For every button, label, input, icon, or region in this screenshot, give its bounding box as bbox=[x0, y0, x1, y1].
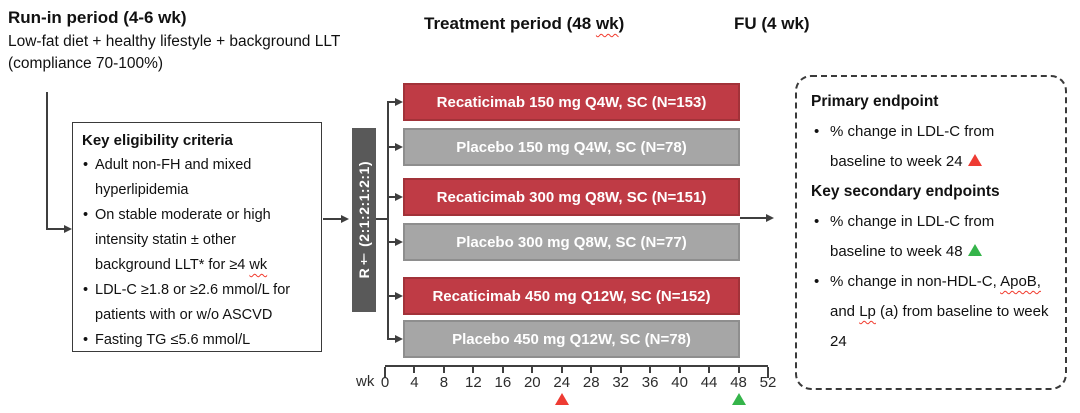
branch-line bbox=[387, 241, 396, 243]
timeline-tick-label: 16 bbox=[494, 374, 512, 391]
eligibility-list: Adult non-FH and mixed hyperlipidemia On… bbox=[82, 153, 312, 353]
secondary-endpoint-list: % change in LDL-C from baseline to week … bbox=[811, 207, 1051, 357]
eligibility-item: On stable moderate or high intensity sta… bbox=[82, 203, 312, 278]
endpoint-item: % change in non-HDL-C, ApoB, and Lp (a) … bbox=[811, 267, 1051, 357]
branch-arrow-icon bbox=[395, 192, 403, 201]
timeline-tick-label: 40 bbox=[671, 374, 688, 391]
primary-endpoint-week24-triangle-icon bbox=[554, 393, 569, 405]
timeline-tick-label: 52 bbox=[759, 374, 777, 391]
branch-line bbox=[387, 338, 396, 340]
follow-up-title: FU (4 wk) bbox=[734, 14, 810, 33]
arm-bar-placebo-300: Placebo 300 mg Q8W, SC (N=77) bbox=[403, 223, 740, 261]
randomization-to-spine-line bbox=[376, 218, 389, 220]
timeline-tick-label: 48 bbox=[730, 374, 747, 391]
branch-arrow-icon bbox=[395, 142, 403, 151]
arms-to-endpoints-line bbox=[740, 217, 767, 219]
branch-line bbox=[387, 196, 396, 198]
eligibility-item: Fasting TG ≤5.6 mmol/L bbox=[82, 328, 312, 353]
timeline-tick-label: 32 bbox=[612, 374, 630, 391]
branch-arrow-icon bbox=[395, 291, 403, 300]
timeline-tick bbox=[619, 367, 622, 373]
randomization-ratio-label: R† (2:1:2:1:2:1) bbox=[356, 161, 372, 279]
eligibility-item: LDL-C ≥1.8 or ≥2.6 mmol/L for patients w… bbox=[82, 278, 312, 328]
randomization-bar: R† (2:1:2:1:2:1) bbox=[352, 128, 376, 312]
timeline-tick bbox=[442, 367, 445, 373]
eligibility-to-randomization-line bbox=[323, 218, 342, 220]
run-in-period-title: Run-in period (4-6 wk) bbox=[8, 8, 187, 27]
timeline-tick bbox=[384, 367, 386, 378]
elbow-connector-vertical bbox=[46, 92, 48, 230]
arm-bar-placebo-450: Placebo 450 mg Q12W, SC (N=78) bbox=[403, 320, 740, 358]
timeline-tick bbox=[678, 367, 681, 373]
timeline-tick bbox=[560, 367, 563, 373]
timeline-tick bbox=[767, 367, 769, 378]
arrow-into-endpoints-icon bbox=[766, 213, 774, 222]
run-in-description: Low-fat diet + healthy lifestyle + backg… bbox=[8, 33, 341, 72]
endpoint-text: % change in LDL-C from baseline to week … bbox=[830, 213, 995, 260]
eligibility-item: Adult non-FH and mixed hyperlipidemia bbox=[82, 153, 312, 203]
secondary-endpoints-title: Key secondary endpoints bbox=[811, 183, 1000, 200]
endpoint-item: % change in LDL-C from baseline to week … bbox=[811, 207, 1051, 267]
red-triangle-icon bbox=[967, 154, 982, 166]
timeline-tick bbox=[649, 367, 652, 373]
elbow-connector-horizontal bbox=[46, 228, 65, 230]
branch-arrow-icon bbox=[395, 97, 403, 106]
arm-bar-recaticimab-300: Recaticimab 300 mg Q8W, SC (N=151) bbox=[403, 178, 740, 216]
timeline-tick-label: 28 bbox=[582, 374, 600, 391]
timeline-tick bbox=[737, 367, 740, 373]
primary-endpoint-title: Primary endpoint bbox=[811, 93, 939, 110]
timeline-tick-label: 24 bbox=[553, 374, 571, 391]
timeline-tick-label: 44 bbox=[700, 374, 718, 391]
timeline-tick bbox=[708, 367, 711, 373]
timeline-line bbox=[385, 365, 768, 367]
endpoint-text: % change in non-HDL-C, ApoB, and Lp (a) … bbox=[830, 273, 1049, 350]
branch-line bbox=[387, 146, 396, 148]
timeline-tick-label: 12 bbox=[465, 374, 482, 391]
timeline-tick-label: 0 bbox=[380, 374, 390, 391]
eligibility-title: Key eligibility criteria bbox=[82, 132, 233, 149]
endpoint-text: % change in LDL-C from baseline to week … bbox=[830, 123, 995, 170]
timeline-tick bbox=[531, 367, 534, 373]
timeline-tick-label: 8 bbox=[439, 374, 449, 391]
timeline-tick bbox=[590, 367, 593, 373]
timeline-tick-label: 20 bbox=[523, 374, 541, 391]
timeline-tick bbox=[472, 367, 475, 373]
arm-bar-placebo-150: Placebo 150 mg Q4W, SC (N=78) bbox=[403, 128, 740, 166]
timeline-tick-label: 36 bbox=[641, 374, 659, 391]
timeline-tick bbox=[413, 367, 416, 373]
branch-line bbox=[387, 295, 396, 297]
green-triangle-icon bbox=[967, 244, 982, 256]
timeline-tick-label: 4 bbox=[410, 374, 419, 391]
timeline-axis: 0 4 8 12 16 20 24 28 32 36 40 44 48 52 bbox=[381, 365, 776, 411]
endpoint-item: % change in LDL-C from baseline to week … bbox=[811, 117, 1051, 177]
primary-endpoint-list: % change in LDL-C from baseline to week … bbox=[811, 117, 1051, 177]
arrow-into-randomization-icon bbox=[341, 215, 349, 223]
branch-arrow-icon bbox=[395, 334, 403, 343]
branch-spine bbox=[387, 101, 389, 340]
arm-bar-recaticimab-150: Recaticimab 150 mg Q4W, SC (N=153) bbox=[403, 83, 740, 121]
timeline-unit-label: wk bbox=[356, 373, 375, 390]
branch-arrow-icon bbox=[395, 237, 403, 246]
secondary-endpoint-week48-triangle-icon bbox=[731, 393, 746, 405]
eligibility-criteria-box: Key eligibility criteria Adult non-FH an… bbox=[72, 122, 322, 353]
treatment-period-title: Treatment period (48 wk) bbox=[424, 14, 625, 33]
arm-bar-recaticimab-450: Recaticimab 450 mg Q12W, SC (N=152) bbox=[403, 277, 740, 315]
arrow-into-eligibility-icon bbox=[64, 225, 72, 233]
timeline-tick bbox=[501, 367, 504, 373]
endpoints-box: Primary endpoint % change in LDL-C from … bbox=[795, 75, 1067, 390]
branch-line bbox=[387, 101, 396, 103]
